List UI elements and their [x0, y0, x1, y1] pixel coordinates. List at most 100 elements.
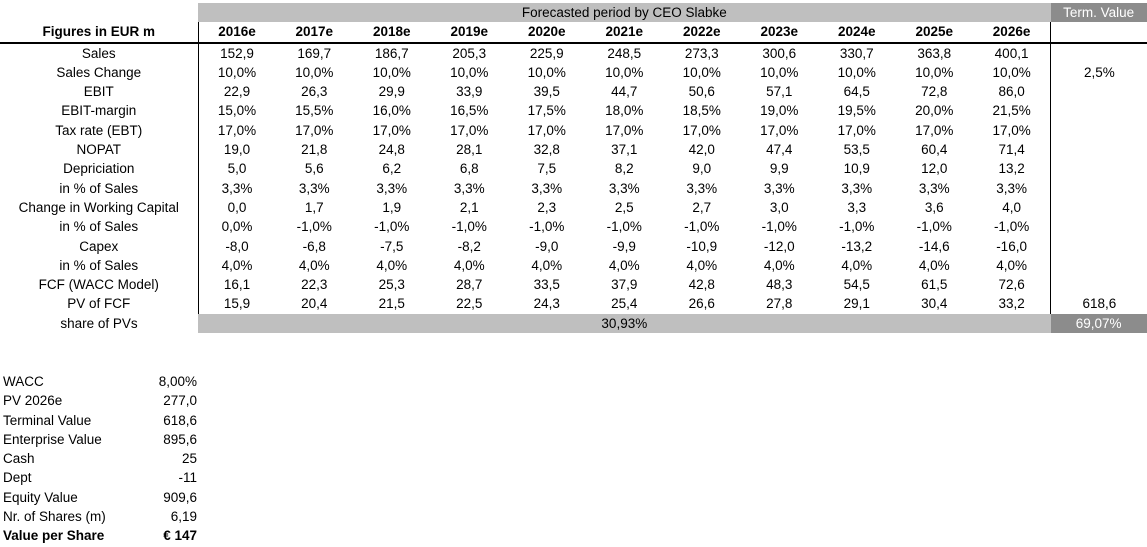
value-cell: -7,5 [380, 238, 404, 254]
value-cell: 28,1 [456, 142, 483, 158]
value-cell: 363,8 [917, 45, 952, 61]
value-cell: 17,0% [605, 122, 644, 138]
value-cell: 3,3% [841, 180, 873, 196]
year-header: 2023e [740, 22, 818, 44]
summary-label: Terminal Value [3, 412, 92, 428]
value-cell: 3,3% [531, 180, 563, 196]
value-cell: -16,0 [996, 238, 1027, 254]
value-cell: 39,5 [533, 84, 560, 100]
terminal-value-cell [1050, 255, 1147, 276]
summary-row: Enterprise Value 895,6 [3, 430, 197, 449]
value-cell: 3,3% [608, 180, 640, 196]
value-cell: 169,7 [297, 45, 332, 61]
value-cell: 15,5% [295, 103, 334, 119]
value-cell: -6,8 [302, 238, 326, 254]
terminal-value-cell [1050, 42, 1147, 63]
value-cell: 3,3% [763, 180, 795, 196]
value-cell: 21,5% [992, 103, 1031, 119]
value-cell: 10,0% [527, 64, 566, 80]
terminal-value-cell [1050, 217, 1147, 237]
value-cell: 10,0% [295, 64, 334, 80]
value-cell: 10,9 [843, 161, 870, 177]
table-row: EBIT-margin 15,0% 15,5% 16,0% 16,5% 17,5% 18,0… [0, 101, 1147, 121]
terminal-value-cell: 2,5% [1050, 62, 1147, 83]
value-cell: 10,0% [992, 64, 1031, 80]
row-label: Tax rate (EBT) [55, 122, 143, 138]
value-cell: -9,0 [535, 238, 559, 254]
terminal-value-cell [1050, 236, 1147, 256]
value-cell: 9,9 [769, 161, 789, 177]
value-cell: 4,0% [608, 257, 640, 273]
summary-row: Terminal Value 618,6 [3, 411, 197, 430]
table-row: Capex -8,0 -6,8 -7,5 -8,2 -9,0 -9,9 -10,9 -12,0 -… [0, 236, 1147, 256]
year-header: 2022e [663, 22, 741, 44]
value-cell: 5,0 [197, 159, 276, 179]
summary-label: Dept [3, 470, 32, 486]
value-cell: 20,4 [301, 296, 328, 312]
value-cell: 17,0% [682, 122, 721, 138]
value-cell: 16,0% [372, 103, 411, 119]
terminal-value-cell [1050, 159, 1147, 179]
value-cell: 17,0% [372, 122, 411, 138]
value-cell: 205,3 [452, 45, 487, 61]
value-cell: 24,3 [533, 296, 560, 312]
row-label: Depriciation [63, 161, 135, 177]
years-row: Figures in EUR m 2016e 2017e 2018e 2019e 202… [0, 22, 1147, 44]
value-cell: 4,0% [686, 257, 718, 273]
summary-row: Equity Value 909,6 [3, 488, 197, 507]
value-cell: 4,0% [996, 257, 1027, 273]
value-cell: 225,9 [529, 45, 564, 61]
summary-value: -11 [178, 470, 197, 486]
terminal-value-cell: 618,6 [1050, 294, 1147, 314]
summary-label: Enterprise Value [3, 431, 102, 447]
value-cell: 3,3% [686, 180, 718, 196]
value-cell: 8,2 [614, 161, 634, 177]
table-row: Sales 152,9 169,7 186,7 205,3 225,9 248,5 273,3… [0, 42, 1147, 63]
forecast-period-header: Forecasted period by CEO Slabke [198, 3, 1051, 23]
value-cell: 24,8 [378, 142, 405, 158]
terminal-value-cell [1050, 275, 1147, 295]
value-cell: 64,5 [843, 84, 870, 100]
value-cell: 10,0% [450, 64, 489, 80]
value-cell: 4,0% [918, 257, 950, 273]
summary-value: 895,6 [163, 431, 197, 447]
terminal-value-cell [1050, 178, 1147, 198]
value-cell: 2,1 [459, 199, 479, 215]
value-cell: -1,0% [761, 219, 797, 235]
share-of-pvs-row: share of PVs 30,93% 69,07% [0, 313, 1147, 334]
row-label: in % of Sales [59, 219, 139, 235]
value-cell: 15,9 [197, 294, 276, 314]
value-cell: 27,8 [766, 296, 793, 312]
value-cell: 152,9 [197, 42, 276, 63]
dcf-table: Forecasted period by CEO Slabke Term. Va… [0, 3, 1147, 334]
value-cell: -1,0% [374, 219, 410, 235]
terminal-value-cell [1050, 120, 1147, 141]
year-header: 2021e [585, 22, 663, 44]
table-row: in % of Sales 3,3% 3,3% 3,3% 3,3% 3,3% 3,3% 3,3… [0, 178, 1147, 198]
summary-label: WACC [3, 374, 44, 389]
value-cell: -1,0% [606, 219, 642, 235]
value-cell: 1,7 [304, 199, 324, 215]
table-row: EBIT 22,9 26,3 29,9 33,9 39,5 44,7 50,6 57,1 64,5… [0, 82, 1147, 102]
year-header: 2024e [818, 22, 896, 44]
value-cell: 1,9 [382, 199, 402, 215]
value-cell: 2,7 [692, 199, 712, 215]
value-cell: -12,0 [763, 238, 795, 254]
value-cell: 21,8 [301, 142, 328, 158]
value-cell: 42,0 [688, 142, 715, 158]
value-cell: 186,7 [374, 45, 409, 61]
value-cell: 19,0% [760, 103, 799, 119]
value-cell: 57,1 [766, 84, 793, 100]
value-cell: -1,0% [916, 219, 952, 235]
value-cell: 20,0% [915, 103, 954, 119]
value-cell: 4,0 [1002, 199, 1021, 215]
value-cell: 3,3% [453, 180, 485, 196]
value-cell: 37,9 [611, 277, 638, 293]
value-cell: 33,9 [456, 84, 483, 100]
year-header: 2026e [973, 22, 1051, 44]
summary-row: WACC 8,00% [3, 372, 197, 391]
value-cell: 21,5 [378, 296, 405, 312]
value-cell: -8,2 [457, 238, 481, 254]
terminal-value-column-header-cell [1050, 22, 1147, 44]
value-cell: 22,5 [456, 296, 483, 312]
